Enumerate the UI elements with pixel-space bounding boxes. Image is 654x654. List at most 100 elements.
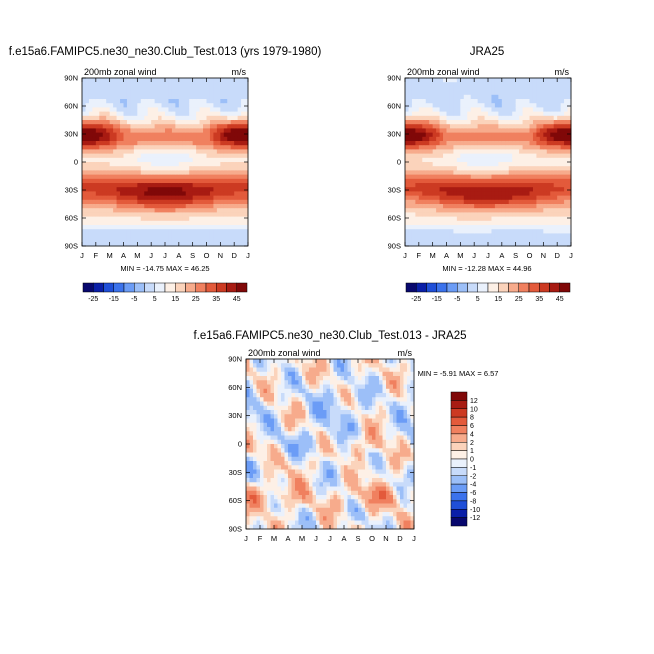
heat-cell: [474, 204, 479, 209]
heat-cell: [95, 99, 100, 104]
heat-cell: [481, 220, 485, 226]
heat-cell: [223, 111, 228, 117]
heat-cell: [130, 216, 135, 222]
heat-cell: [415, 212, 420, 217]
heat-cell: [546, 111, 551, 117]
heat-cell: [192, 191, 197, 196]
heat-cell: [560, 149, 565, 154]
heat-cell: [288, 507, 292, 513]
heat-cell: [168, 241, 173, 247]
x-tick-label: J: [486, 251, 490, 260]
heat-cell: [453, 136, 458, 142]
heat-cell: [488, 178, 492, 184]
heat-cell: [532, 225, 537, 230]
heat-cell: [209, 103, 214, 108]
heat-cell: [474, 162, 479, 167]
heat-cell: [470, 99, 475, 104]
heat-cell: [546, 124, 551, 129]
heat-cell: [494, 145, 499, 150]
heat-cell: [474, 157, 479, 163]
heat-cell: [253, 371, 257, 377]
heat-cell: [192, 136, 197, 142]
heat-cell: [474, 141, 479, 146]
heat-cell: [330, 397, 334, 402]
heat-cell: [182, 174, 187, 180]
heat-cell: [536, 166, 541, 171]
heat-cell: [432, 141, 437, 146]
heat-cell: [130, 208, 135, 213]
heat-cell: [137, 195, 142, 201]
heat-cell: [550, 225, 555, 230]
heat-cell: [463, 103, 468, 108]
heat-cell: [230, 241, 235, 247]
colorbar-swatch: [82, 282, 94, 293]
heat-cell: [288, 401, 292, 407]
heat-cell: [109, 145, 114, 150]
heat-cell: [154, 82, 159, 87]
heat-cell: [102, 103, 107, 108]
heat-cell: [505, 183, 510, 188]
heat-cell: [106, 82, 111, 87]
heat-cell: [199, 225, 204, 230]
heat-cell: [418, 241, 423, 247]
heat-cell: [241, 220, 245, 226]
heat-cell: [168, 103, 173, 108]
heat-cell: [425, 82, 430, 87]
heat-cell: [319, 469, 324, 475]
heat-cell: [99, 233, 104, 238]
heat-cell: [199, 178, 204, 184]
heat-cell: [237, 94, 242, 100]
heat-cell: [429, 124, 434, 129]
heat-cell: [515, 103, 520, 108]
heat-cell: [256, 410, 261, 415]
heat-cell: [203, 229, 207, 234]
heat-cell: [126, 174, 131, 180]
heat-cell: [456, 178, 461, 184]
heat-cell: [88, 183, 93, 188]
heat-cell: [316, 405, 320, 411]
heat-cell: [477, 212, 482, 217]
heat-cell: [405, 195, 409, 201]
heat-cell: [505, 82, 510, 87]
heat-cell: [158, 82, 162, 87]
heat-cell: [546, 178, 551, 184]
y-tick-label: 0: [74, 158, 78, 167]
heat-cell: [270, 473, 275, 479]
heat-cell: [494, 111, 499, 117]
heat-cell: [253, 376, 257, 381]
heat-cell: [270, 380, 275, 385]
heat-cell: [88, 82, 93, 87]
heat-cell: [206, 183, 211, 188]
heat-cell: [137, 86, 142, 91]
heat-cell: [199, 166, 204, 171]
heat-cell: [532, 99, 537, 104]
heat-cell: [241, 204, 245, 209]
heat-cell: [106, 183, 111, 188]
heat-cell: [151, 166, 156, 171]
heat-cell: [203, 120, 207, 125]
heat-cell: [557, 174, 562, 180]
heat-cell: [425, 124, 430, 129]
heat-cell: [203, 170, 207, 175]
heat-cell: [436, 115, 440, 121]
heat-cell: [439, 82, 444, 87]
heat-cell: [411, 120, 416, 125]
heat-cell: [449, 82, 454, 87]
heat-cell: [256, 486, 261, 492]
heat-cell: [411, 94, 416, 100]
heat-cell: [189, 157, 194, 163]
heat-cell: [182, 212, 187, 217]
heat-cell: [429, 162, 434, 167]
heat-cell: [216, 220, 221, 226]
heat-cell: [436, 212, 440, 217]
heat-cell: [309, 495, 313, 500]
heat-cell: [209, 136, 214, 142]
heat-cell: [165, 107, 169, 112]
heat-cell: [82, 183, 86, 188]
heat-cell: [443, 111, 447, 117]
heat-cell: [246, 414, 250, 419]
heat-cell: [446, 132, 451, 138]
colorbar-label: 45: [556, 296, 564, 303]
heat-cell: [85, 225, 90, 230]
heat-cell: [470, 94, 475, 100]
